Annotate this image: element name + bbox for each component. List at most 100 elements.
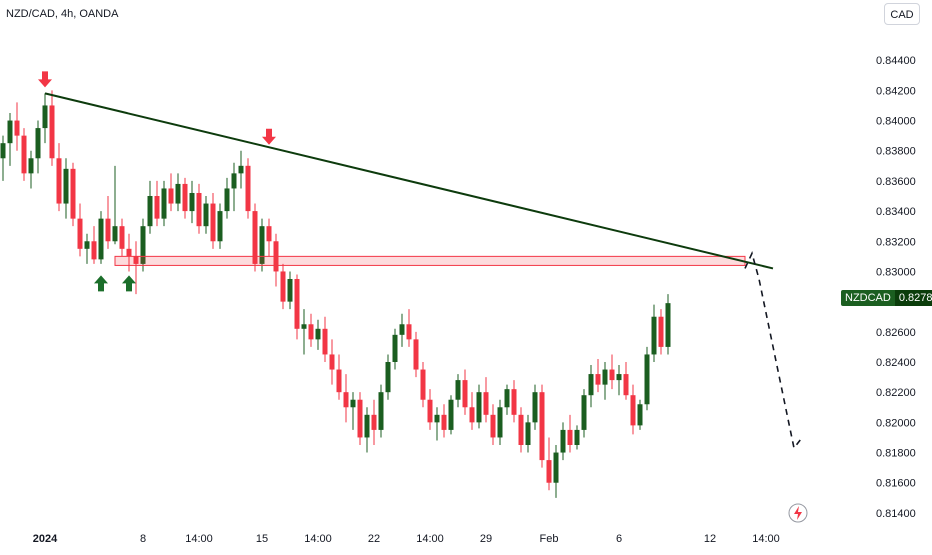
candle-body	[602, 369, 608, 385]
candle-body	[392, 334, 398, 362]
candle-body	[56, 158, 62, 204]
candle	[630, 384, 636, 435]
candle	[98, 211, 104, 264]
candle-body	[7, 120, 13, 144]
candle-body	[329, 354, 335, 370]
candle-body	[42, 105, 48, 129]
candle	[84, 233, 90, 264]
candle-body	[112, 226, 118, 242]
candle	[315, 319, 321, 350]
candle-body	[434, 414, 440, 423]
time-tick-label: 14:00	[185, 533, 213, 545]
candle-body	[371, 414, 377, 430]
candle-body	[483, 392, 489, 415]
overlay-layer	[38, 71, 802, 450]
candle-body	[665, 303, 671, 347]
candle	[357, 392, 363, 445]
candle-body	[567, 429, 573, 445]
candle	[609, 354, 615, 390]
candle-body	[455, 380, 461, 400]
price-axis[interactable]: 0.84400 0.84200 0.84000 0.83800 0.83600 0.834…	[876, 55, 916, 520]
candle-body	[98, 218, 104, 260]
candle	[35, 120, 41, 174]
candle	[287, 271, 293, 310]
price-tick-label: 0.81800	[876, 448, 916, 460]
candle-body	[28, 158, 34, 174]
price-tick-label: 0.81400	[876, 508, 916, 520]
arrow-up-marker	[122, 275, 136, 292]
candle	[532, 384, 538, 430]
candle-body	[161, 188, 167, 219]
price-tick-label: 0.84200	[876, 85, 916, 97]
candle	[518, 407, 524, 453]
candle-body	[238, 165, 244, 174]
candle-body	[553, 452, 559, 483]
candle	[553, 445, 559, 498]
price-tick-label: 0.82000	[876, 417, 916, 429]
currency-button[interactable]: CAD	[884, 3, 920, 25]
candle	[280, 263, 286, 310]
candle-body	[616, 374, 622, 381]
candle-body	[364, 414, 370, 438]
candle	[385, 354, 391, 400]
candle-body	[126, 248, 132, 257]
candle-body	[168, 188, 174, 204]
lightning-alert-icon[interactable]	[788, 503, 808, 523]
candle	[112, 165, 118, 245]
candle	[329, 339, 335, 385]
candle	[658, 309, 664, 355]
candle-body	[581, 395, 587, 430]
candle-body	[35, 128, 41, 159]
candle-body	[560, 429, 566, 453]
candle	[91, 226, 97, 264]
price-tick-label: 0.84000	[876, 116, 916, 128]
candle-body	[70, 168, 76, 219]
time-tick-label: 22	[368, 533, 380, 545]
candle-body	[315, 328, 321, 340]
candle	[350, 392, 356, 430]
price-tick-label: 0.82400	[876, 357, 916, 369]
candle	[623, 362, 629, 400]
candle	[336, 354, 342, 400]
candle-body	[469, 407, 475, 423]
price-tick-label: 0.82600	[876, 327, 916, 339]
candle-body	[406, 324, 412, 340]
candle	[637, 399, 643, 430]
candle	[217, 203, 223, 249]
candle	[140, 218, 146, 272]
time-tick-label: 29	[480, 533, 492, 545]
candle-body	[448, 399, 454, 430]
candle	[560, 422, 566, 461]
candle	[371, 399, 377, 445]
candle-body	[336, 369, 342, 393]
candle	[70, 162, 76, 227]
candle	[567, 414, 573, 453]
candle-body	[224, 188, 230, 212]
last-price-symbol: NZDCAD	[841, 290, 895, 306]
candle	[28, 150, 34, 189]
candle	[308, 313, 314, 347]
time-tick-label: 14:00	[416, 533, 444, 545]
candle	[259, 218, 265, 272]
candle-body	[294, 279, 300, 329]
candle	[210, 192, 216, 249]
candle	[399, 313, 405, 347]
candle-body	[77, 218, 83, 249]
price-tick-label: 0.83000	[876, 266, 916, 278]
time-axis[interactable]: 2024 8 14:00 15 14:00 22 14:00 29 Feb 6 12 14:00	[33, 533, 780, 545]
candle	[378, 384, 384, 438]
candle	[525, 414, 531, 453]
candle	[252, 203, 258, 272]
candle-body	[413, 339, 419, 370]
candle-body	[357, 399, 363, 438]
candle	[455, 374, 461, 408]
candle-body	[504, 389, 510, 408]
candle	[42, 93, 48, 144]
candle	[21, 128, 27, 181]
candle-body	[301, 324, 307, 329]
time-tick-label: 8	[140, 533, 146, 545]
candle-body	[63, 168, 69, 204]
candle	[56, 143, 62, 212]
